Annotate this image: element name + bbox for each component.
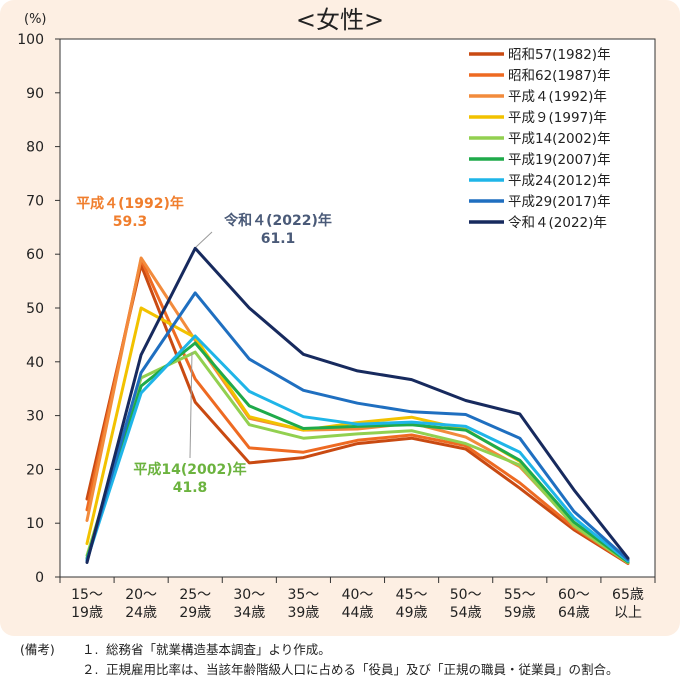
- note-number: ２.: [82, 662, 99, 677]
- note-text: 総務省「就業構造基本調査」より作成。: [106, 642, 331, 657]
- x-tick-label: 39歳: [287, 605, 319, 621]
- annotation-label: 平成14(2002)年: [133, 461, 246, 478]
- x-tick-label: 29歳: [179, 605, 211, 621]
- x-tick-label: 55〜: [504, 587, 536, 603]
- x-tick-label: 24歳: [125, 605, 157, 621]
- x-tick-label: 20〜: [125, 587, 157, 603]
- legend-label: 平成24(2012)年: [508, 173, 611, 189]
- series-line: [85, 258, 630, 565]
- legend-label: 平成４(1992)年: [508, 89, 607, 105]
- y-tick-label: 70: [26, 193, 44, 209]
- note-row-1: (備考) １. 総務省「就業構造基本調査」より作成。: [20, 640, 680, 660]
- line-chart: <女性> (%) 0 10 20 30 40 50 60 70 80 90 100 15〜 19歳 20〜…: [17, 6, 656, 621]
- legend-label: 平成19(2007)年: [508, 152, 611, 168]
- x-tick-label: 64歳: [558, 605, 590, 621]
- x-tick-label: 59歳: [504, 605, 536, 621]
- x-tick-label: 49歳: [396, 605, 428, 621]
- x-tick-label: 15〜: [71, 587, 103, 603]
- annotation-label: 61.1: [261, 231, 296, 247]
- x-tick-label: 65歳: [612, 587, 644, 603]
- notes-lead: (備考): [20, 642, 55, 657]
- x-tick-label: 以上: [614, 605, 642, 621]
- y-tick-label: 100: [17, 32, 44, 48]
- y-tick-label: 80: [26, 140, 44, 156]
- chart-title: <女性>: [296, 6, 384, 34]
- note-row-2: ２. 正規雇用比率は、当該年齢階級人口に占める「役員」及び「正規の職員・従業員」…: [20, 660, 680, 680]
- y-tick-label: 40: [26, 355, 44, 371]
- series-line: [85, 341, 630, 564]
- series-lines: [85, 246, 630, 565]
- y-tick-label: 60: [26, 247, 44, 263]
- annotation-label: 59.3: [113, 214, 148, 230]
- y-tick-label: 90: [26, 86, 44, 102]
- annotations: 平成４(1992)年 59.3 令和４(2022)年 61.1 平成14(2002)年 4…: [76, 195, 332, 496]
- legend-label: 平成29(2017)年: [508, 194, 611, 210]
- x-tick-label: 60〜: [558, 587, 590, 603]
- y-tick-label: 30: [26, 409, 44, 425]
- note-text: 正規雇用比率は、当該年齢階級人口に占める「役員」及び「正規の職員・従業員」の割合…: [106, 662, 619, 677]
- annotation-label: 平成４(1992)年: [76, 195, 184, 212]
- annotation-leader: [195, 231, 213, 248]
- x-tick-label: 35〜: [287, 587, 319, 603]
- legend-label: 平成９(1997)年: [508, 110, 607, 126]
- legend: 昭和57(1982)年昭和62(1987)年平成４(1992)年平成９(1997…: [462, 43, 644, 241]
- legend-label: 令和４(2022)年: [508, 215, 607, 231]
- y-tick-label: 0: [35, 570, 44, 586]
- notes: (備考) １. 総務省「就業構造基本調査」より作成。 ２. 正規雇用比率は、当該…: [20, 640, 680, 680]
- annotation-leader: [189, 351, 193, 459]
- x-tick-label: 54歳: [450, 605, 482, 621]
- annotation-label: 41.8: [173, 480, 208, 496]
- x-tick-label: 34歳: [233, 605, 265, 621]
- x-tick-label: 50〜: [450, 587, 482, 603]
- annotation-label: 令和４(2022)年: [223, 212, 332, 229]
- x-tick-label: 44歳: [342, 605, 374, 621]
- series-line: [85, 246, 630, 564]
- series-line: [85, 291, 630, 563]
- x-tick-label: 30〜: [233, 587, 265, 603]
- legend-label: 昭和57(1982)年: [508, 47, 611, 63]
- x-tick-label: 19歳: [71, 605, 103, 621]
- x-tick-label: 40〜: [342, 587, 374, 603]
- y-tick-label: 10: [26, 516, 44, 532]
- legend-label: 昭和62(1987)年: [508, 68, 611, 84]
- note-number: １.: [82, 642, 99, 657]
- legend-label: 平成14(2002)年: [508, 131, 611, 147]
- series-line: [85, 334, 630, 563]
- y-tick-label: 20: [26, 462, 44, 478]
- x-tick-label: 45〜: [396, 587, 428, 603]
- y-axis-unit: (%): [24, 12, 47, 27]
- y-tick-label: 50: [26, 301, 44, 317]
- x-tick-label: 25〜: [179, 587, 211, 603]
- series-line: [85, 350, 630, 564]
